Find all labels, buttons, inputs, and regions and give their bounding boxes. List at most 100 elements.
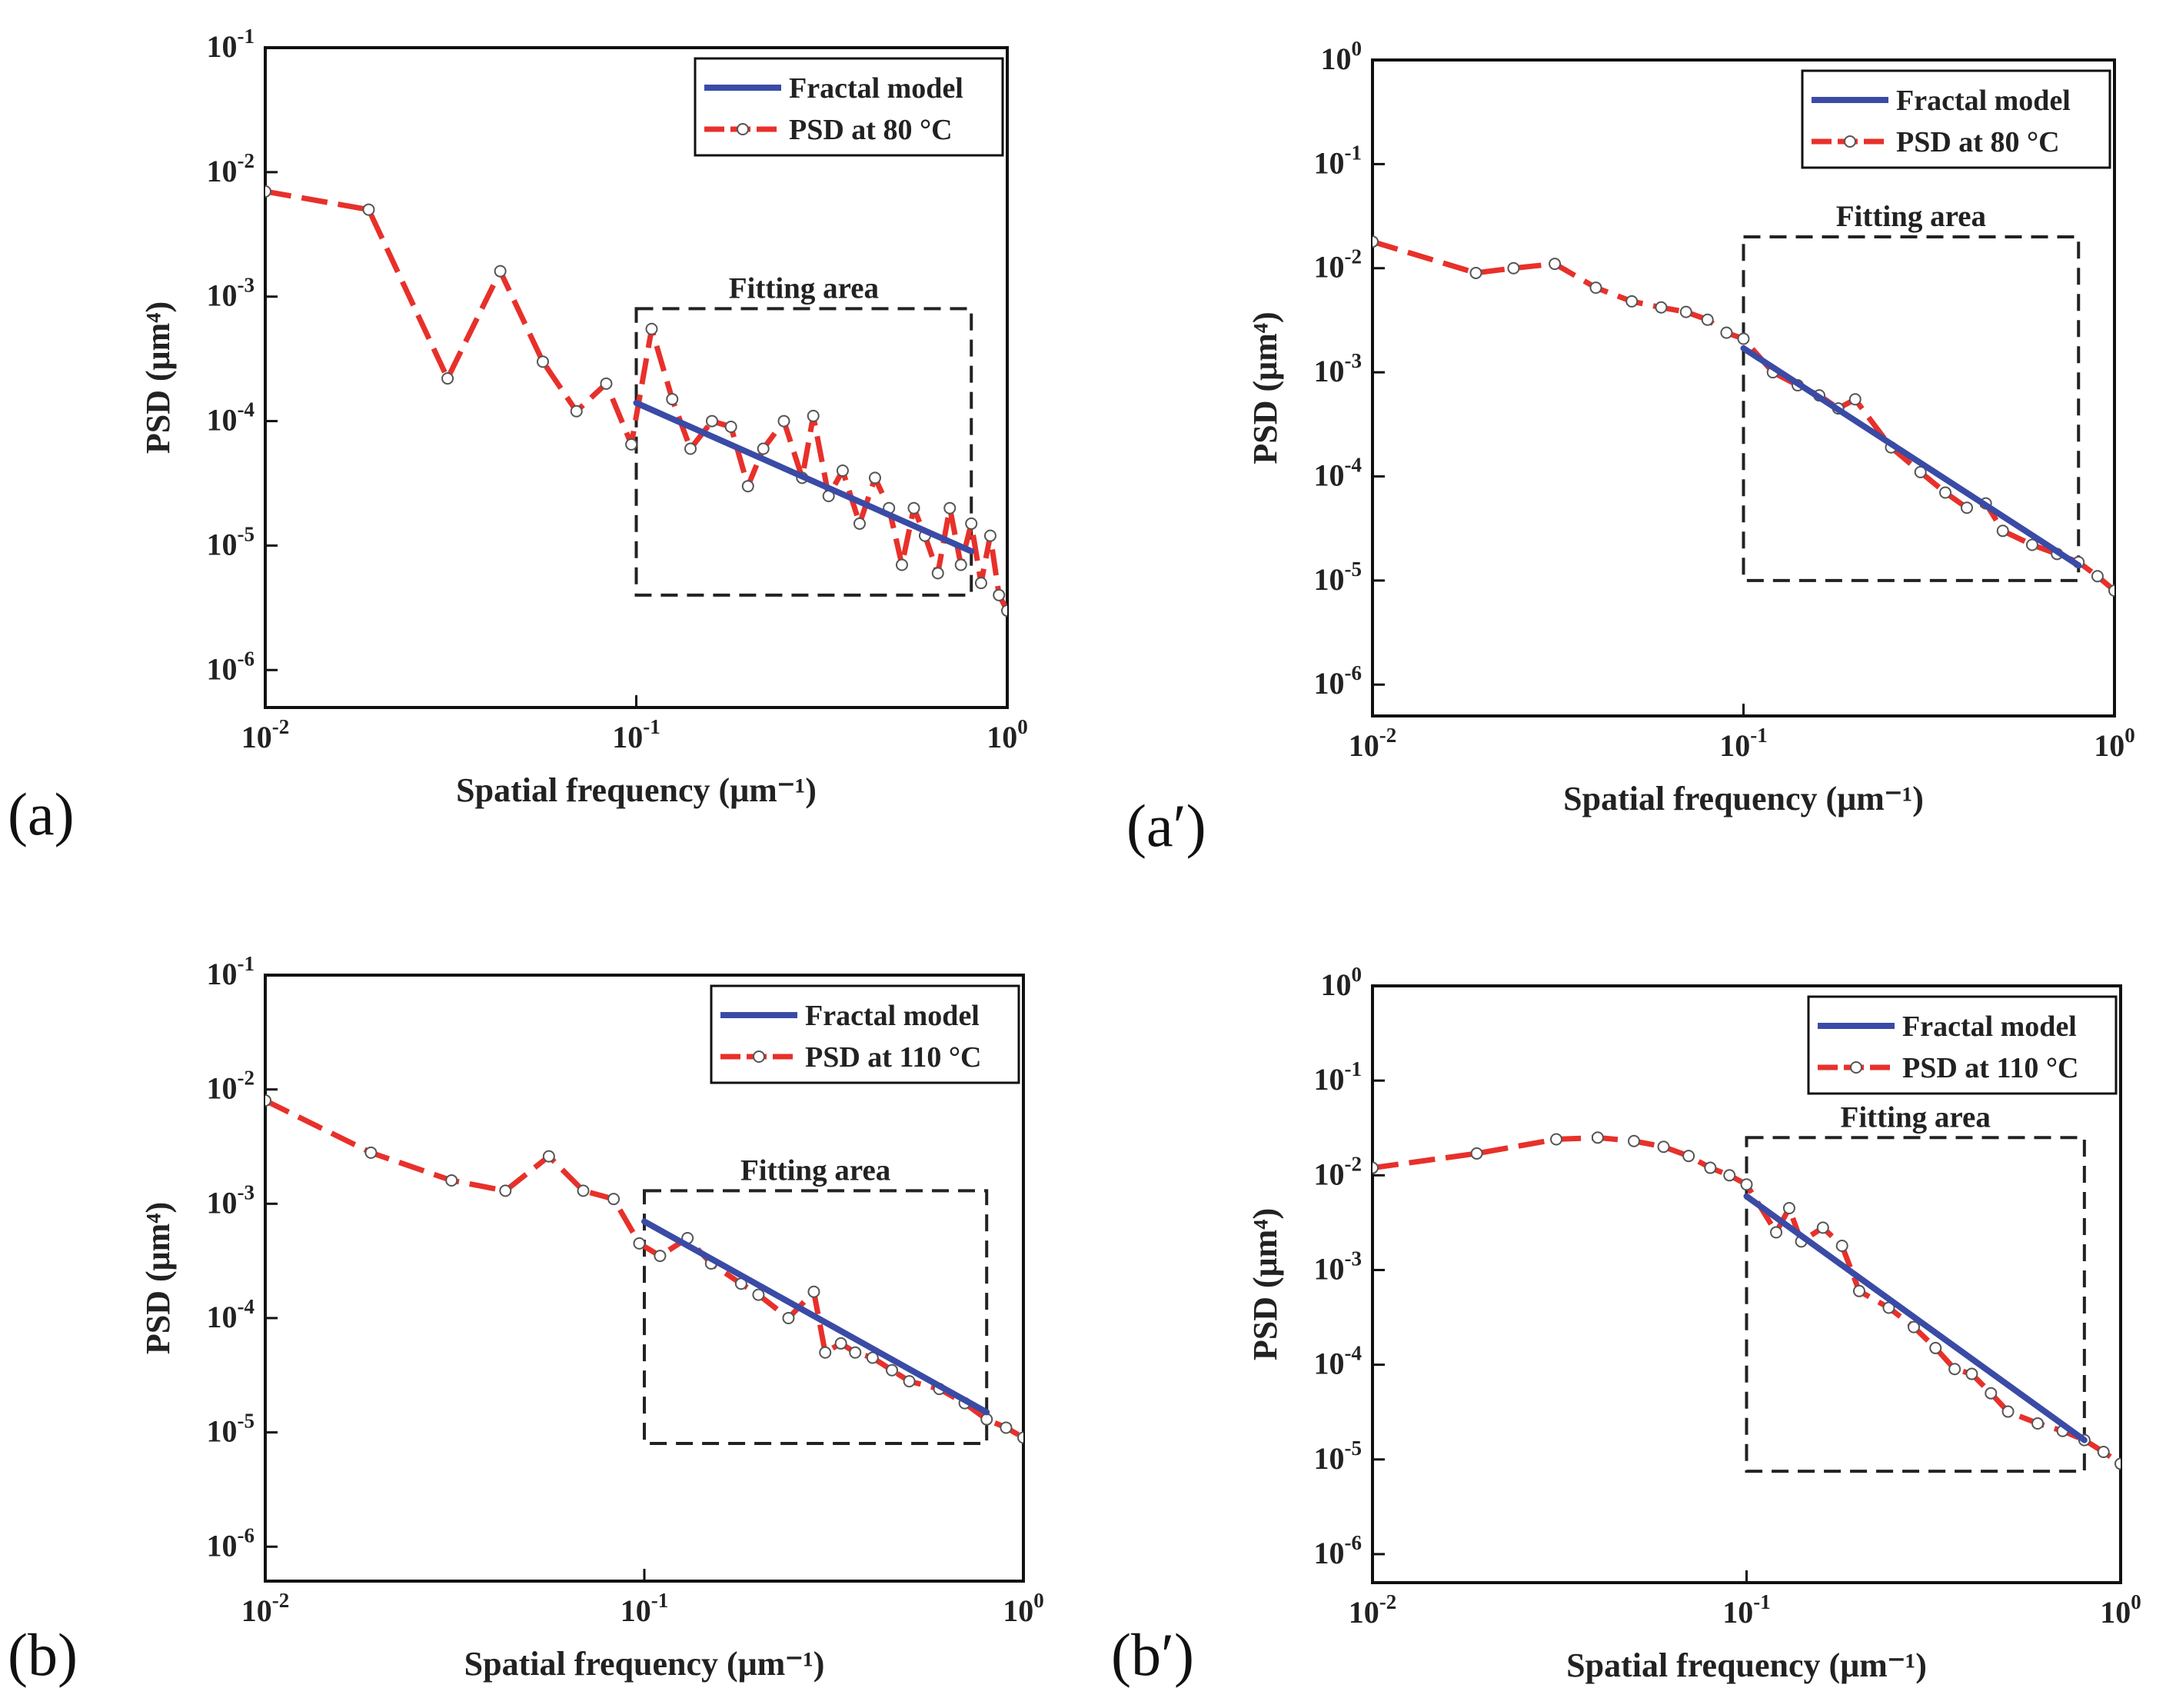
y-tick-label: 10-1: [207, 952, 255, 991]
fractal-model-line: [633, 399, 975, 554]
psd-data-point: [666, 393, 679, 406]
psd-data-point: [499, 1184, 512, 1197]
psd-data-point: [1001, 604, 1007, 618]
psd-data-point: [1017, 1431, 1023, 1444]
psd-data-point: [600, 377, 613, 390]
psd-data-point: [807, 1285, 820, 1298]
y-tick-label: 10-1: [1314, 141, 1362, 180]
psd-data-point: [625, 438, 638, 451]
psd-data-point: [903, 1375, 916, 1388]
psd-data-point: [895, 558, 908, 571]
legend-fractal-label: Fractal model: [1896, 85, 2071, 117]
legend-box: [1801, 69, 2111, 169]
x-tick-label: 10-2: [241, 715, 290, 754]
psd-data-point: [1782, 1202, 1795, 1215]
psd-data-point: [2091, 570, 2104, 583]
fractal-model-line: [1740, 345, 2082, 569]
fractal-model-line: [1743, 1193, 2088, 1443]
legend-box: [710, 984, 1020, 1084]
psd-data-point: [954, 558, 967, 571]
psd-data-point: [836, 464, 849, 477]
psd-series-line: [1372, 1134, 2121, 1467]
psd-data-point: [757, 442, 770, 455]
fractal-model-line: [641, 1218, 990, 1416]
legend-psd-label: PSD at 110 °C: [805, 1041, 981, 1074]
psd-data-point: [886, 1363, 899, 1377]
legend-psd-marker: [1850, 1061, 1862, 1074]
x-tick-label: 100: [987, 715, 1028, 754]
chart-2: 10-2 10-1 100 10-6 10-5 10-4 10-3 10-2 10-1 100 Sp…: [1246, 37, 2135, 817]
psd-data-point: [1628, 1134, 1641, 1147]
psd-data-point: [2001, 1405, 2015, 1418]
psd-data-point: [1960, 501, 1973, 514]
psd-data-point: [445, 1174, 458, 1187]
psd-data-point: [265, 185, 271, 198]
legend-psd-label: PSD at 110 °C: [1902, 1052, 2078, 1084]
psd-data-point: [494, 265, 507, 278]
psd-data-point: [983, 529, 996, 542]
legend-psd-label: PSD at 80 °C: [1896, 126, 2060, 158]
fitting-area-label: Fitting area: [1836, 200, 1986, 233]
psd-data-point: [2108, 584, 2114, 597]
y-tick-label: 10-4: [1314, 453, 1362, 492]
plot-area: [1372, 235, 2114, 597]
legend-fractal-label: Fractal model: [789, 72, 963, 105]
y-tick-label: 10-3: [207, 1180, 255, 1220]
y-tick-label: 10-1: [207, 25, 255, 64]
y-tick-label: 10-3: [1314, 349, 1362, 388]
x-tick-label: 10-2: [1349, 1590, 1397, 1630]
y-axis-title: PSD (μm⁴): [1246, 1208, 1284, 1360]
x-tick-label: 10-1: [1719, 724, 1768, 763]
legend-box: [1807, 995, 2118, 1095]
psd-data-point: [1740, 1178, 1753, 1191]
psd-data-point: [741, 480, 754, 493]
y-tick-label: 10-2: [207, 1067, 255, 1106]
y-tick-label: 10-3: [1314, 1247, 1362, 1286]
psd-data-point: [868, 471, 881, 484]
psd-data-point: [1835, 1240, 1848, 1253]
psd-data-point: [974, 577, 987, 590]
psd-data-point: [684, 442, 697, 455]
psd-data-point: [993, 588, 1006, 601]
x-tick-label: 10-1: [612, 715, 660, 754]
y-tick-label: 10-1: [1314, 1057, 1362, 1097]
psd-data-point: [777, 415, 790, 428]
psd-data-point: [1723, 1169, 1736, 1182]
psd-data-point: [849, 1346, 862, 1359]
psd-data-point: [1914, 465, 1927, 478]
x-tick-label: 100: [1003, 1589, 1044, 1628]
psd-data-point: [1852, 1284, 1865, 1297]
legend: Fractal model PSD at 110 °C: [1807, 995, 2118, 1095]
y-tick-label: 10-6: [1314, 661, 1362, 701]
psd-data-point: [364, 1146, 378, 1159]
legend-psd-marker: [1844, 135, 1856, 148]
y-tick-label: 10-6: [207, 1523, 255, 1563]
psd-data-point: [1682, 1150, 1695, 1163]
psd-data-point: [853, 517, 866, 530]
psd-data-point: [1770, 1226, 1783, 1239]
psd-data-point: [1657, 1140, 1670, 1154]
psd-data-point: [362, 203, 375, 216]
psd-data-point: [782, 1311, 795, 1324]
psd-data-point: [577, 1184, 590, 1197]
y-tick-label: 10-5: [207, 522, 255, 561]
x-tick-label: 100: [2094, 724, 2135, 763]
plot-area: [265, 1094, 1023, 1444]
psd-data-point: [943, 501, 957, 514]
fitting-area-box: [1745, 1136, 2086, 1473]
legend: Fractal model PSD at 110 °C: [710, 984, 1020, 1084]
psd-data-point: [441, 372, 454, 385]
psd-data-point: [1589, 281, 1602, 295]
psd-data-point: [907, 501, 920, 514]
legend-psd-marker: [753, 1050, 765, 1063]
x-axis-title: Spatial frequency (μm⁻¹): [464, 1645, 825, 1683]
x-tick-label: 100: [2100, 1590, 2141, 1630]
psd-data-point: [1372, 235, 1379, 248]
psd-data-point: [1939, 486, 1952, 499]
psd-data-point: [1591, 1131, 1604, 1144]
y-tick-label: 100: [1321, 963, 1362, 1002]
psd-data-point: [724, 420, 737, 433]
plot-area: [265, 185, 1007, 618]
psd-data-point: [834, 1337, 847, 1350]
psd-data-point: [931, 567, 944, 580]
